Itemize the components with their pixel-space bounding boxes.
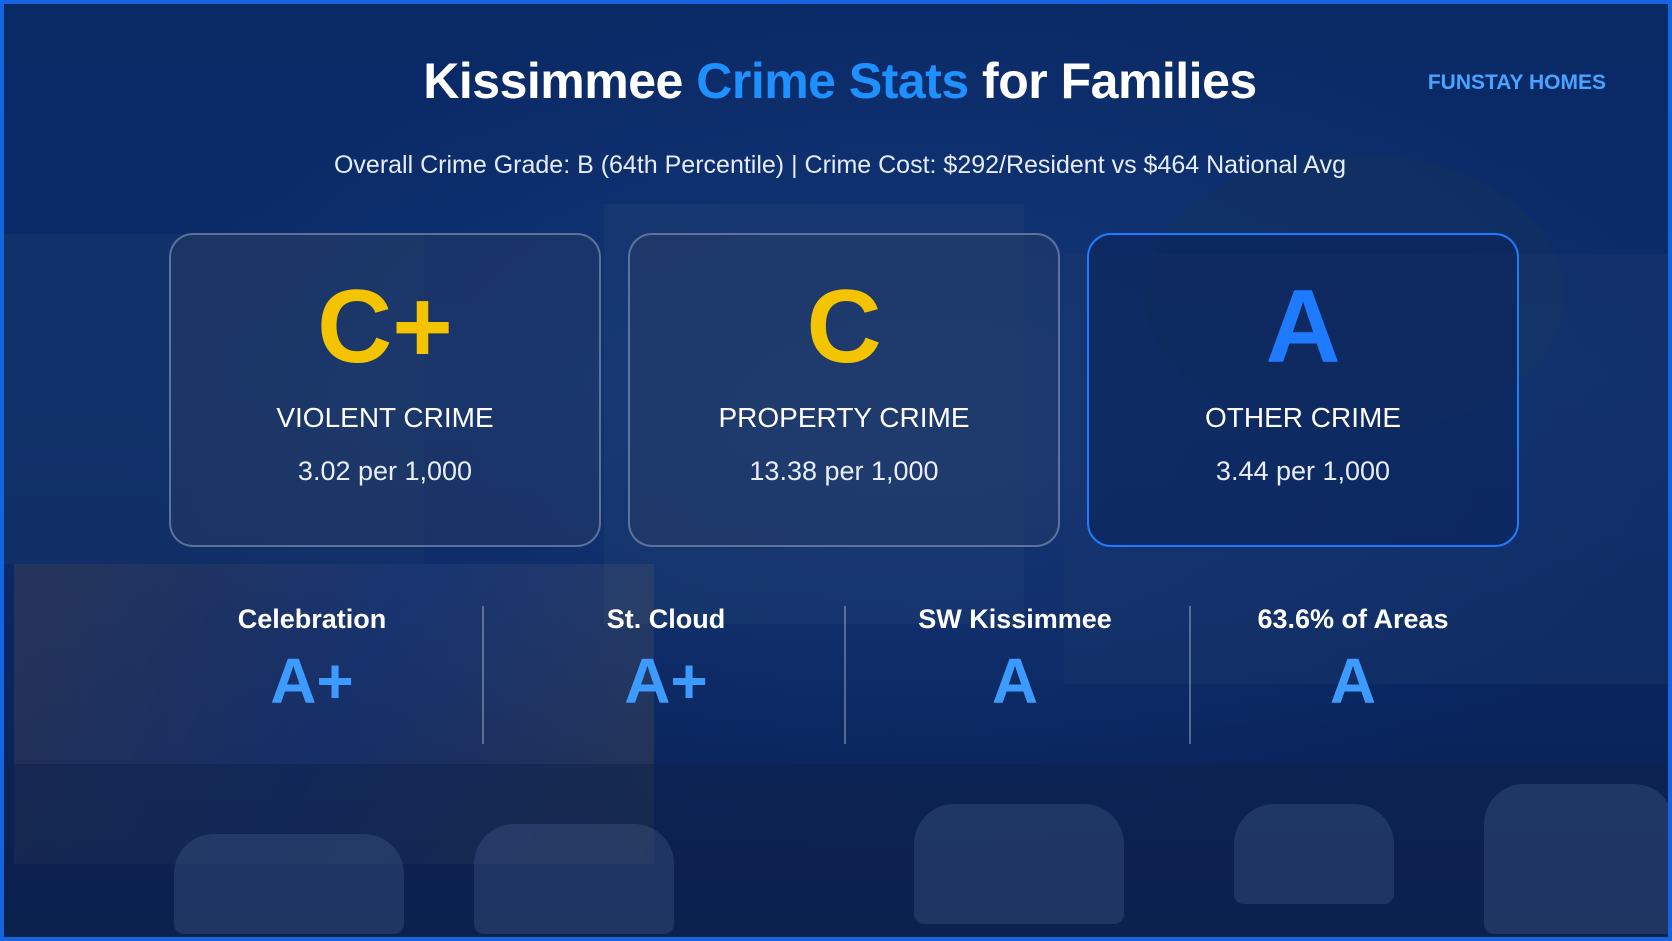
area-grade: A: [991, 645, 1039, 717]
card-label: OTHER CRIME: [1205, 402, 1401, 433]
area-name: St. Cloud: [606, 604, 726, 634]
card-grade: C: [806, 269, 882, 385]
area-name: 63.6% of Areas: [1257, 604, 1449, 634]
card-property-crime: C PROPERTY CRIME 13.38 per 1,000: [628, 233, 1060, 547]
background-car: [1484, 784, 1668, 934]
area-st-cloud: St. Cloud A+: [516, 604, 816, 713]
brand-logo-text: FUNSTAY HOMES: [1427, 71, 1606, 94]
background-car: [174, 834, 404, 934]
area-grade: A+: [270, 645, 354, 717]
card-label: PROPERTY CRIME: [718, 402, 970, 433]
page-title: Kissimmee Crime Stats for Families: [4, 52, 1668, 110]
area-majority-areas: 63.6% of Areas A: [1203, 604, 1503, 713]
title-prefix: Kissimmee: [423, 53, 683, 109]
divider: [482, 606, 484, 744]
background-street: [4, 764, 1668, 937]
card-rate: 3.44 per 1,000: [1215, 456, 1391, 486]
card-rate: 3.02 per 1,000: [297, 456, 473, 486]
background-car: [474, 824, 674, 934]
card-rate: 13.38 per 1,000: [749, 456, 939, 486]
area-celebration: Celebration A+: [162, 604, 462, 713]
background-car: [914, 804, 1124, 924]
area-name: SW Kissimmee: [918, 604, 1112, 634]
card-other-crime: A OTHER CRIME 3.44 per 1,000: [1087, 233, 1519, 547]
page-subtitle: Overall Crime Grade: B (64th Percentile)…: [333, 151, 1347, 179]
background-car: [1234, 804, 1394, 904]
card-violent-crime: C+ VIOLENT CRIME 3.02 per 1,000: [169, 233, 601, 547]
area-name: Celebration: [237, 604, 387, 634]
title-accent: Crime Stats: [696, 53, 969, 109]
area-grade: A+: [624, 645, 708, 717]
card-label: VIOLENT CRIME: [276, 402, 494, 433]
divider: [1189, 606, 1191, 744]
card-grade: C+: [317, 269, 453, 385]
title-suffix: for Families: [982, 53, 1257, 109]
divider: [844, 606, 846, 744]
area-grade: A: [1329, 645, 1377, 717]
card-grade: A: [1265, 269, 1341, 385]
area-sw-kissimmee: SW Kissimmee A: [865, 604, 1165, 713]
